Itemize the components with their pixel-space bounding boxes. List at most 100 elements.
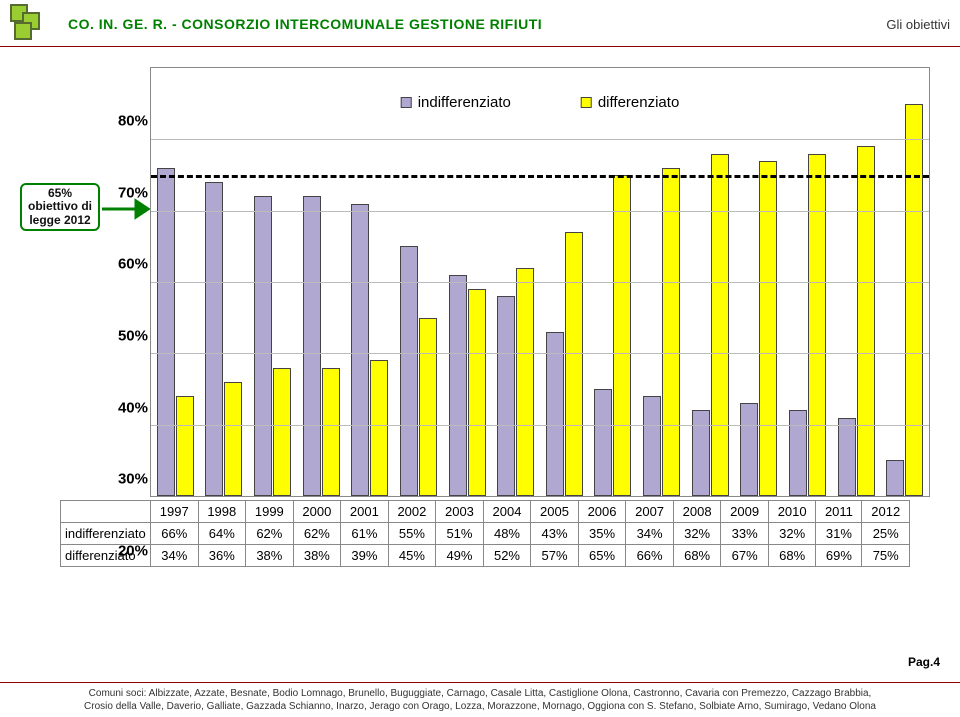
chart-area: 65% obiettivo di legge 2012 indifferenzi… (20, 57, 940, 567)
footer-line2: Crosio della Valle, Daverio, Galliate, G… (10, 700, 950, 713)
table-cell: 2003 (436, 501, 484, 523)
bar-dif (613, 175, 631, 496)
bar-ind (205, 182, 223, 496)
bar-ind (789, 410, 807, 496)
bar-ind (838, 418, 856, 496)
legend-ind-label: indifferenziato (418, 94, 511, 111)
legend-dif-label: differenziato (598, 94, 679, 111)
table-cell: 34% (151, 545, 199, 567)
table-row-header (61, 501, 151, 523)
table-cell: 57% (531, 545, 579, 567)
footer: Comuni soci: Albizzate, Azzate, Besnate,… (0, 682, 960, 717)
data-table: 1997199819992000200120022003200420052006… (60, 500, 910, 567)
bar-ind (497, 296, 515, 496)
table-cell: 2008 (673, 501, 721, 523)
bar-dif (224, 382, 242, 496)
table-cell: 2002 (388, 501, 436, 523)
table-cell: 32% (768, 523, 816, 545)
table-cell: 38% (246, 545, 294, 567)
gridline (151, 282, 929, 283)
table-cell: 35% (578, 523, 626, 545)
table-cell: 68% (673, 545, 721, 567)
chart-legend: indifferenziato differenziato (401, 94, 680, 111)
bar-ind (303, 196, 321, 496)
bar-dif (516, 268, 534, 496)
gridline (151, 211, 929, 212)
chart-plot: indifferenziato differenziato (150, 67, 930, 497)
table-cell: 48% (483, 523, 531, 545)
table-cell: 32% (673, 523, 721, 545)
table-cell: 31% (816, 523, 862, 545)
table-cell: 65% (578, 545, 626, 567)
callout-l2: obiettivo di (22, 200, 98, 213)
table-cell: 51% (436, 523, 484, 545)
bar-ind (400, 246, 418, 496)
table-cell: 2005 (531, 501, 579, 523)
bar-dif (419, 318, 437, 496)
bar-dif (322, 368, 340, 496)
table-cell: 38% (293, 545, 341, 567)
gridline (151, 353, 929, 354)
header-bar: CO. IN. GE. R. - CONSORZIO INTERCOMUNALE… (0, 0, 960, 47)
footer-line1: Comuni soci: Albizzate, Azzate, Besnate,… (10, 687, 950, 700)
arrow-icon (102, 197, 150, 221)
table-cell: 66% (151, 523, 199, 545)
page-number: Pag.4 (908, 655, 940, 669)
legend-dif: differenziato (581, 94, 679, 111)
table-cell: 67% (721, 545, 769, 567)
bar-dif (273, 368, 291, 496)
swatch-ind-icon (401, 97, 412, 108)
table-cell: 62% (293, 523, 341, 545)
legend-ind: indifferenziato (401, 94, 511, 111)
y-axis-label: 60% (110, 256, 148, 273)
table-cell: 33% (721, 523, 769, 545)
y-axis-label: 80% (110, 113, 148, 130)
table-cell: 39% (341, 545, 389, 567)
bar-dif (857, 146, 875, 496)
gridline (151, 139, 929, 140)
y-axis-label: 30% (110, 471, 148, 488)
bar-ind (449, 275, 467, 496)
bar-ind (157, 168, 175, 496)
bar-dif (711, 154, 729, 496)
swatch-dif-icon (581, 97, 592, 108)
target-line (151, 175, 929, 178)
table-cell: 43% (531, 523, 579, 545)
table-cell: 62% (246, 523, 294, 545)
bar-ind (740, 403, 758, 496)
table-cell: 2000 (293, 501, 341, 523)
callout-l3: legge 2012 (22, 214, 98, 227)
table-cell: 25% (862, 523, 910, 545)
table-cell: 69% (816, 545, 862, 567)
logo-icon (10, 4, 60, 44)
table-cell: 75% (862, 545, 910, 567)
bar-ind (594, 389, 612, 496)
table-cell: 2010 (768, 501, 816, 523)
table-cell: 52% (483, 545, 531, 567)
table-cell: 1998 (198, 501, 246, 523)
y-axis-label: 40% (110, 399, 148, 416)
table-cell: 2011 (816, 501, 862, 523)
table-cell: 66% (626, 545, 674, 567)
gridline (151, 425, 929, 426)
bar-dif (662, 168, 680, 496)
bar-dif (370, 360, 388, 496)
table-cell: 1997 (151, 501, 199, 523)
bar-dif (176, 396, 194, 496)
table-cell: 2012 (862, 501, 910, 523)
table-cell: 2007 (626, 501, 674, 523)
table-cell: 49% (436, 545, 484, 567)
bar-ind (643, 396, 661, 496)
org-title: CO. IN. GE. R. - CONSORZIO INTERCOMUNALE… (68, 16, 542, 32)
table-cell: 45% (388, 545, 436, 567)
bar-dif (468, 289, 486, 496)
table-cell: 2009 (721, 501, 769, 523)
table-cell: 36% (198, 545, 246, 567)
table-cell: 1999 (246, 501, 294, 523)
bar-ind (546, 332, 564, 496)
table-cell: 64% (198, 523, 246, 545)
table-cell: 55% (388, 523, 436, 545)
bar-dif (905, 104, 923, 496)
y-axis-label: 20% (110, 543, 148, 560)
bar-dif (565, 232, 583, 496)
